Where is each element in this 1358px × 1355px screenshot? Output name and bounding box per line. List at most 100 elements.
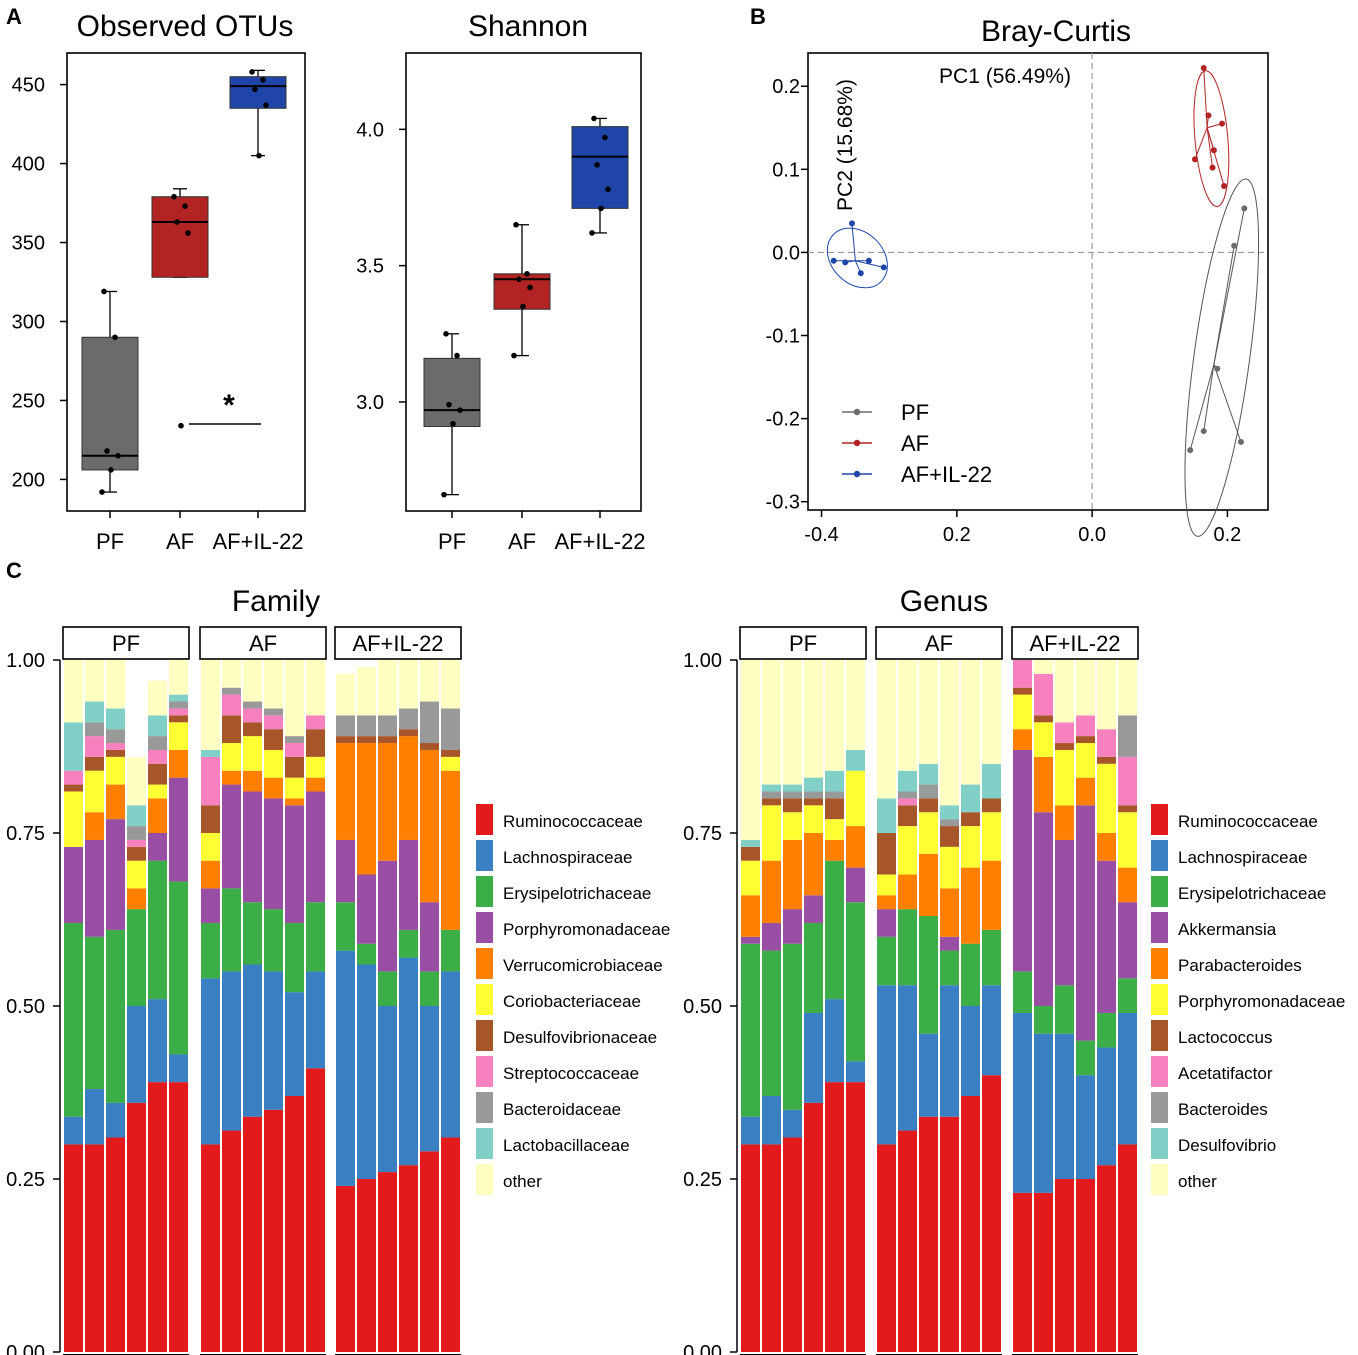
group-strip-af bbox=[875, 626, 1003, 660]
group-strip-pf bbox=[62, 626, 190, 660]
bar-segment-erysipelotrichaceae bbox=[1076, 1040, 1095, 1076]
legend-label-ruminococcaceae: Ruminococcaceae bbox=[503, 812, 643, 831]
bar-segment-lactobacillaceae bbox=[169, 694, 188, 702]
bar-segment-desulfovibrionaceae bbox=[222, 715, 241, 744]
legend-label-desulfovibrio: Desulfovibrio bbox=[1178, 1136, 1276, 1155]
bar-segment-porphyromonadaceae bbox=[169, 777, 188, 882]
bar-segment-erysipelotrichaceae bbox=[399, 929, 418, 958]
bar-segment-ruminococcaceae bbox=[1076, 1179, 1095, 1352]
bar-segment-coriobacteriaceae bbox=[222, 743, 241, 771]
point-af-il-22 bbox=[263, 102, 269, 108]
bar-segment-lachnospiraceae bbox=[919, 1033, 938, 1117]
bar-segment-lachnospiraceae bbox=[1013, 1012, 1032, 1193]
y-tick-label: 1.00 bbox=[683, 650, 722, 672]
bar-segment-lactococcus bbox=[825, 798, 844, 820]
legend-swatch-parabacteroides bbox=[1151, 948, 1168, 979]
group-strip-af-il-22 bbox=[1011, 626, 1139, 660]
bar-segment-lactobacillaceae bbox=[106, 708, 125, 730]
bar-segment-porphyromonadaceae bbox=[961, 826, 980, 868]
bar-segment-bacteroidaceae bbox=[243, 701, 262, 709]
bar-segment-other bbox=[982, 660, 1001, 764]
bar-segment-lactococcus bbox=[898, 805, 917, 827]
bar-segment-ruminococcaceae bbox=[1097, 1165, 1116, 1352]
bar-segment-lachnospiraceae bbox=[264, 971, 283, 1110]
bar-segment-erysipelotrichaceae bbox=[169, 881, 188, 1055]
bar-segment-porphyromonadaceae bbox=[741, 860, 760, 896]
bar-segment-erysipelotrichaceae bbox=[127, 909, 146, 1006]
spider-pf bbox=[1213, 364, 1242, 443]
observed-otus-boxes bbox=[81, 69, 287, 495]
x-tick-label: AF bbox=[508, 529, 536, 554]
spider-af bbox=[1206, 127, 1214, 168]
shannon-y-axis: 3.0 3.5 4.0 bbox=[356, 119, 406, 414]
bar-segment-lachnospiraceae bbox=[243, 964, 262, 1117]
bar-segment-desulfovibrio bbox=[783, 784, 802, 792]
x-tick-label: 0.0 bbox=[1078, 524, 1106, 546]
bar-segment-bacteroidaceae bbox=[85, 722, 104, 737]
bar-segment-porphyromonadaceae bbox=[919, 812, 938, 854]
bar-segment-lachnospiraceae bbox=[441, 971, 460, 1138]
bar-segment-erysipelotrichaceae bbox=[148, 860, 167, 1000]
legend-swatch-lachnospiraceae bbox=[476, 840, 493, 871]
bar-segment-bacteroidaceae bbox=[336, 715, 355, 737]
bar-segment-ruminococcaceae bbox=[898, 1130, 917, 1352]
bar-segment-ruminococcaceae bbox=[783, 1137, 802, 1352]
bar-segment-lachnospiraceae bbox=[148, 999, 167, 1083]
bar-segment-other bbox=[243, 660, 262, 702]
bar-segment-desulfovibrionaceae bbox=[441, 749, 460, 757]
bar-segment-ruminococcaceae bbox=[1055, 1179, 1074, 1352]
point-af-il-22 bbox=[598, 205, 604, 212]
bar-segment-lachnospiraceae bbox=[1055, 1033, 1074, 1179]
bar-segment-lachnospiraceae bbox=[399, 957, 418, 1166]
legend-label-lactococcus: Lactococcus bbox=[1178, 1028, 1273, 1047]
legend-label-parabacteroides: Parabacteroides bbox=[1178, 956, 1302, 975]
legend-label-verrucomicrobiaceae: Verrucomicrobiaceae bbox=[503, 956, 663, 975]
bar-segment-other bbox=[420, 660, 439, 702]
bar-segment-bacteroidaceae bbox=[127, 826, 146, 840]
legend-label-pf: PF bbox=[901, 400, 929, 425]
bar-segment-verrucomicrobiaceae bbox=[127, 888, 146, 910]
bar-segment-other bbox=[919, 660, 938, 764]
legend-swatch-desulfovibrionaceae bbox=[476, 1020, 493, 1051]
x-tick-label: PF bbox=[438, 529, 466, 554]
bar-segment-porphyromonadaceae bbox=[420, 902, 439, 972]
bar-segment-porphyromonadaceae bbox=[1097, 763, 1116, 833]
bar-segment-parabacteroides bbox=[1076, 777, 1095, 806]
bray-curtis-axes: 0.2 0.1 0.0 -0.1 -0.2 -0.3-0.4 0.2 0.0 0.2 bbox=[766, 53, 1268, 546]
bar-segment-other bbox=[877, 660, 896, 799]
bar-segment-desulfovibrio bbox=[741, 839, 760, 847]
point-af bbox=[171, 193, 177, 200]
bar-segment-ruminococcaceae bbox=[1034, 1192, 1053, 1352]
point-af bbox=[174, 219, 180, 225]
bar-segment-akkermansia bbox=[846, 867, 865, 903]
bar-segment-ruminococcaceae bbox=[336, 1185, 355, 1352]
legend-label-lachnospiraceae: Lachnospiraceae bbox=[1178, 848, 1307, 867]
point-af bbox=[1210, 147, 1217, 154]
x-tick-label: PF bbox=[96, 529, 124, 554]
bar-segment-desulfovibrionaceae bbox=[169, 715, 188, 723]
y-tick-label: -0.1 bbox=[766, 326, 800, 348]
group-strip-label-af: AF bbox=[249, 631, 277, 656]
bar-segment-lachnospiraceae bbox=[169, 1054, 188, 1083]
bar-segment-ruminococcaceae bbox=[127, 1102, 146, 1352]
bar-segment-streptococcaceae bbox=[201, 756, 220, 806]
bar-segment-bacteroidaceae bbox=[169, 701, 188, 709]
point-af-il-22 bbox=[602, 134, 608, 141]
y-tick-label: 0.1 bbox=[772, 159, 800, 181]
family-group-strips: PF AF AF+IL-22 bbox=[62, 626, 462, 1355]
bar-segment-other bbox=[1076, 660, 1095, 716]
spider-af-il-22 bbox=[851, 223, 856, 261]
spider-af bbox=[1194, 127, 1208, 160]
bar-segment-porphyromonadaceae bbox=[783, 812, 802, 840]
bar-segment-verrucomicrobiaceae bbox=[441, 770, 460, 930]
bar-segment-lactococcus bbox=[1055, 743, 1074, 750]
bar-segment-acetatifactor bbox=[1034, 673, 1053, 716]
bar-segment-desulfovibrionaceae bbox=[285, 756, 304, 778]
point-af bbox=[527, 284, 533, 291]
bar-segment-lactococcus bbox=[940, 826, 959, 847]
bar-segment-akkermansia bbox=[762, 922, 781, 951]
ellipse-af-il-22 bbox=[826, 227, 888, 289]
point-pf bbox=[1237, 438, 1244, 445]
bar-segment-other bbox=[148, 680, 167, 716]
point-pf bbox=[446, 401, 452, 408]
